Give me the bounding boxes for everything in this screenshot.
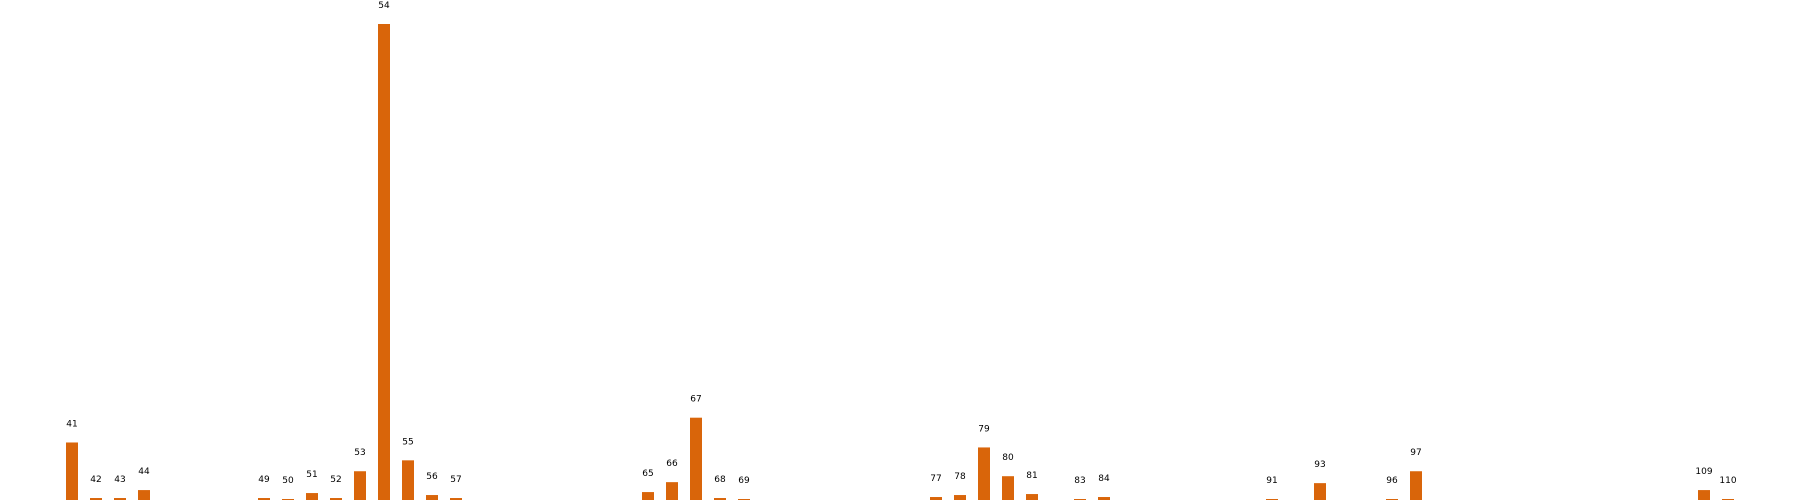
data-label-91: 91 [1266, 476, 1277, 486]
data-label-41: 41 [66, 419, 77, 429]
data-label-68: 68 [714, 475, 726, 485]
bar-56 [426, 495, 438, 500]
data-label-79: 79 [978, 424, 990, 434]
data-label-54: 54 [378, 1, 390, 11]
data-label-109: 109 [1695, 467, 1712, 477]
data-label-66: 66 [666, 459, 678, 469]
bar-80 [1002, 476, 1014, 500]
bar-97 [1410, 471, 1422, 500]
bar-44 [138, 490, 150, 500]
bar-55 [402, 460, 414, 500]
data-label-69: 69 [738, 476, 750, 486]
bar-84 [1098, 497, 1110, 500]
data-label-65: 65 [642, 469, 653, 479]
bar-78 [954, 495, 966, 500]
bars-group [66, 24, 1734, 500]
data-label-77: 77 [930, 474, 941, 484]
data-labels-group: 41 42 43 44 49 50 51 52 53 54 55 56 57 65 66 67 68 69 77 78… [66, 1, 1737, 486]
data-label-83: 83 [1074, 476, 1085, 486]
data-label-57: 57 [450, 475, 461, 485]
bar-65 [642, 492, 654, 500]
bar-51 [306, 493, 318, 500]
data-label-53: 53 [354, 448, 365, 458]
bar-43 [114, 498, 126, 500]
data-label-50: 50 [282, 476, 294, 486]
bar-42 [90, 498, 102, 500]
data-label-93: 93 [1314, 460, 1325, 470]
data-label-49: 49 [258, 475, 270, 485]
data-label-97: 97 [1410, 448, 1421, 458]
bar-67 [690, 417, 702, 500]
bar-109 [1698, 490, 1710, 500]
data-label-52: 52 [330, 475, 341, 485]
data-label-51: 51 [306, 470, 317, 480]
data-label-43: 43 [114, 475, 125, 485]
bar-79 [978, 447, 990, 500]
bar-93 [1314, 483, 1326, 500]
data-label-110: 110 [1719, 476, 1736, 486]
data-label-56: 56 [426, 472, 438, 482]
data-label-78: 78 [954, 472, 966, 482]
data-label-55: 55 [402, 437, 413, 447]
data-label-81: 81 [1026, 471, 1037, 481]
bar-77 [930, 497, 942, 500]
bar-66 [666, 482, 678, 500]
data-label-42: 42 [90, 475, 101, 485]
data-label-96: 96 [1386, 476, 1398, 486]
bar-41 [66, 442, 78, 500]
data-label-44: 44 [138, 467, 150, 477]
data-label-80: 80 [1002, 453, 1014, 463]
bar-57 [450, 498, 462, 500]
data-label-84: 84 [1098, 474, 1110, 484]
bar-53 [354, 471, 366, 500]
bar-52 [330, 498, 342, 500]
bar-49 [258, 498, 270, 500]
bar-54 [378, 24, 390, 500]
bar-81 [1026, 494, 1038, 500]
data-label-67: 67 [690, 395, 701, 405]
bar-68 [714, 498, 726, 500]
